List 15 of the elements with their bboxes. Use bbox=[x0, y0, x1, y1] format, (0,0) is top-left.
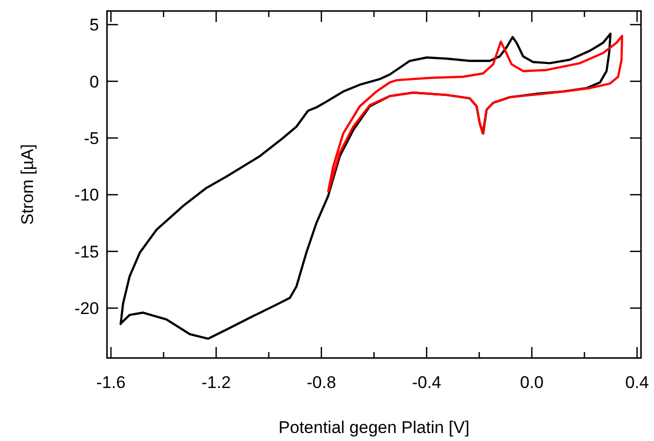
y-tick-label: 5 bbox=[90, 16, 99, 35]
y-tick-label: 0 bbox=[90, 72, 99, 92]
y-tick-label: -5 bbox=[84, 129, 99, 148]
y-tick-label: -15 bbox=[74, 242, 99, 262]
y-tick-label: -20 bbox=[74, 299, 99, 318]
x-axis-title: Potential gegen Platin [V] bbox=[278, 418, 470, 437]
x-tick-label: -0.8 bbox=[306, 373, 336, 392]
x-tick-label: 0.0 bbox=[520, 373, 544, 392]
y-tick-label: -10 bbox=[74, 186, 99, 205]
line-series bbox=[327, 34, 624, 192]
x-tick-label: -1.2 bbox=[202, 373, 231, 392]
x-tick-label: 0.4 bbox=[625, 373, 649, 392]
y-axis-title: Strom [µA] bbox=[18, 144, 37, 225]
x-tick-label: -0.4 bbox=[412, 373, 442, 392]
x-tick-label: -1.6 bbox=[96, 373, 126, 392]
